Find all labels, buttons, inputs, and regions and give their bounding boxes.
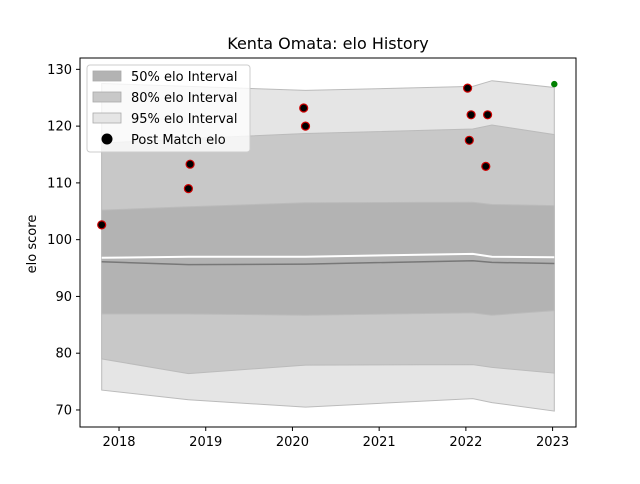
legend-label: 95% elo Interval xyxy=(131,112,238,127)
x-tick-label: 2018 xyxy=(102,435,135,450)
post-match-point xyxy=(466,110,476,120)
post-match-point xyxy=(97,220,107,230)
post-match-point xyxy=(483,110,493,120)
post-match-points xyxy=(97,80,558,230)
legend-box xyxy=(86,64,251,153)
y-tick-label: 130 xyxy=(47,63,72,78)
y-tick-label: 100 xyxy=(47,233,72,248)
post-match-point xyxy=(463,83,473,93)
post-match-point xyxy=(183,184,193,194)
x-tick-label: 2023 xyxy=(536,435,569,450)
y-tick-label: 80 xyxy=(55,347,72,362)
post-match-point xyxy=(185,159,195,169)
interval-bands xyxy=(101,80,555,412)
legend-label: Post Match elo xyxy=(131,133,226,148)
mean-elo-line xyxy=(101,259,555,266)
legend-label: 50% elo Interval xyxy=(131,70,238,85)
legend-swatch xyxy=(92,112,122,124)
x-tick-label: 2022 xyxy=(449,435,482,450)
y-tick-label: 90 xyxy=(55,290,72,305)
elo-lines xyxy=(101,252,555,266)
legend: 50% elo Interval 80% elo Interval 95% elo … xyxy=(86,64,251,153)
x-axis-ticks: 2018 2019 2020 2021 2022 2023 xyxy=(102,427,569,450)
legend-swatch xyxy=(92,91,122,103)
current-elo-point xyxy=(551,80,558,88)
post-match-point xyxy=(299,103,309,113)
post-match-point xyxy=(300,121,311,131)
median-elo-line xyxy=(101,252,555,259)
x-tick-label: 2019 xyxy=(189,435,222,450)
legend-marker xyxy=(101,133,113,145)
plot-frame xyxy=(79,57,577,428)
x-tick-label: 2021 xyxy=(363,435,396,450)
legend-label: 80% elo Interval xyxy=(131,91,238,106)
y-axis-ticks: 70 80 90 100 110 120 130 xyxy=(47,63,80,418)
y-tick-label: 70 xyxy=(55,403,72,418)
x-tick-label: 2020 xyxy=(276,435,309,450)
post-match-point xyxy=(481,161,491,171)
post-match-point xyxy=(464,135,474,145)
legend-swatch xyxy=(92,70,122,82)
band-50-pct xyxy=(101,201,555,316)
y-axis-label: elo score xyxy=(25,215,40,274)
chart-title: Kenta Omata: elo History xyxy=(227,34,428,53)
y-tick-label: 120 xyxy=(47,120,72,135)
y-tick-label: 110 xyxy=(47,176,72,191)
